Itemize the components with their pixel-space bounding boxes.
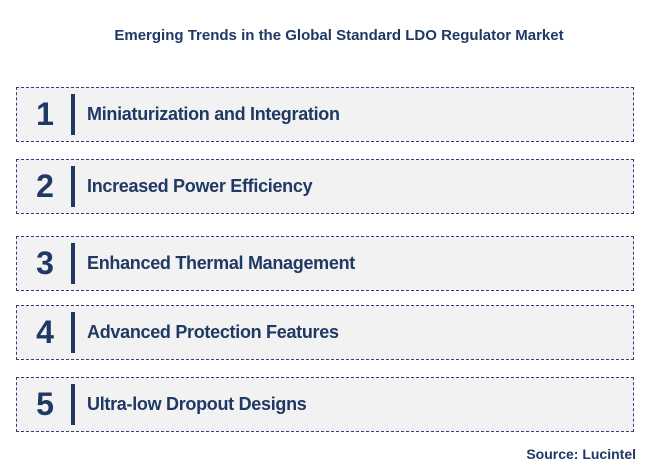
trend-label: Miniaturization and Integration [87, 104, 340, 124]
trend-label: Increased Power Efficiency [87, 176, 313, 196]
trend-number: 5 [36, 386, 54, 422]
trend-number: 3 [36, 245, 54, 281]
trend-item-5: 5 Ultra-low Dropout Designs [16, 377, 634, 432]
trend-label: Advanced Protection Features [87, 322, 339, 342]
trend-item-1: 1 Miniaturization and Integration [16, 87, 634, 142]
trend-number: 4 [36, 314, 54, 350]
trend-item-4: 4 Advanced Protection Features [16, 305, 634, 360]
trend-divider [71, 243, 75, 284]
trend-divider [71, 312, 75, 353]
diagram-title: Emerging Trends in the Global Standard L… [114, 27, 564, 44]
trend-number: 1 [36, 96, 54, 132]
trend-label: Ultra-low Dropout Designs [87, 394, 307, 414]
trend-number: 2 [36, 168, 54, 204]
trend-item-3: 3 Enhanced Thermal Management [16, 236, 634, 291]
trend-item-2: 2 Increased Power Efficiency [16, 159, 634, 214]
trend-divider [71, 166, 75, 207]
source-credit: Source: Lucintel [526, 446, 636, 462]
trend-divider [71, 384, 75, 425]
trend-label: Enhanced Thermal Management [87, 253, 355, 273]
trend-divider [71, 94, 75, 135]
